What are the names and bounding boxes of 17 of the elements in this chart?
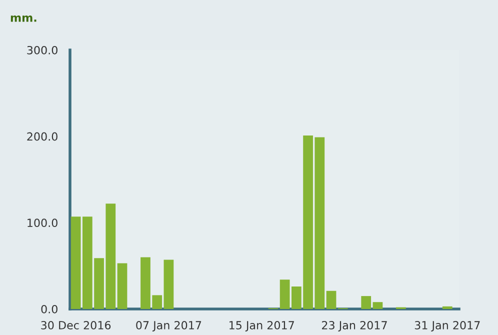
x-tick-label: 31 Jan 2017: [414, 321, 480, 332]
x-tick-label: 07 Jan 2017: [136, 321, 202, 332]
bar: [326, 290, 336, 309]
x-tick-label: 15 Jan 2017: [230, 321, 294, 332]
bar: [442, 306, 452, 309]
y-tick-label: 100.0: [28, 218, 58, 228]
y-tick-label: 200.0: [27, 132, 58, 141]
chart-title: mm.: [10, 15, 36, 22]
bar: [361, 296, 372, 309]
bar: [164, 260, 174, 309]
bar: [70, 216, 81, 309]
bar: [117, 263, 128, 309]
x-tick-label: 23 Jan 2017: [322, 321, 387, 332]
y-tick-label: 300.0: [27, 46, 58, 54]
x-tick-label: 30 Dec 2016: [41, 321, 111, 330]
y-tick-label: 0.0: [41, 304, 58, 314]
bar: [372, 302, 383, 309]
